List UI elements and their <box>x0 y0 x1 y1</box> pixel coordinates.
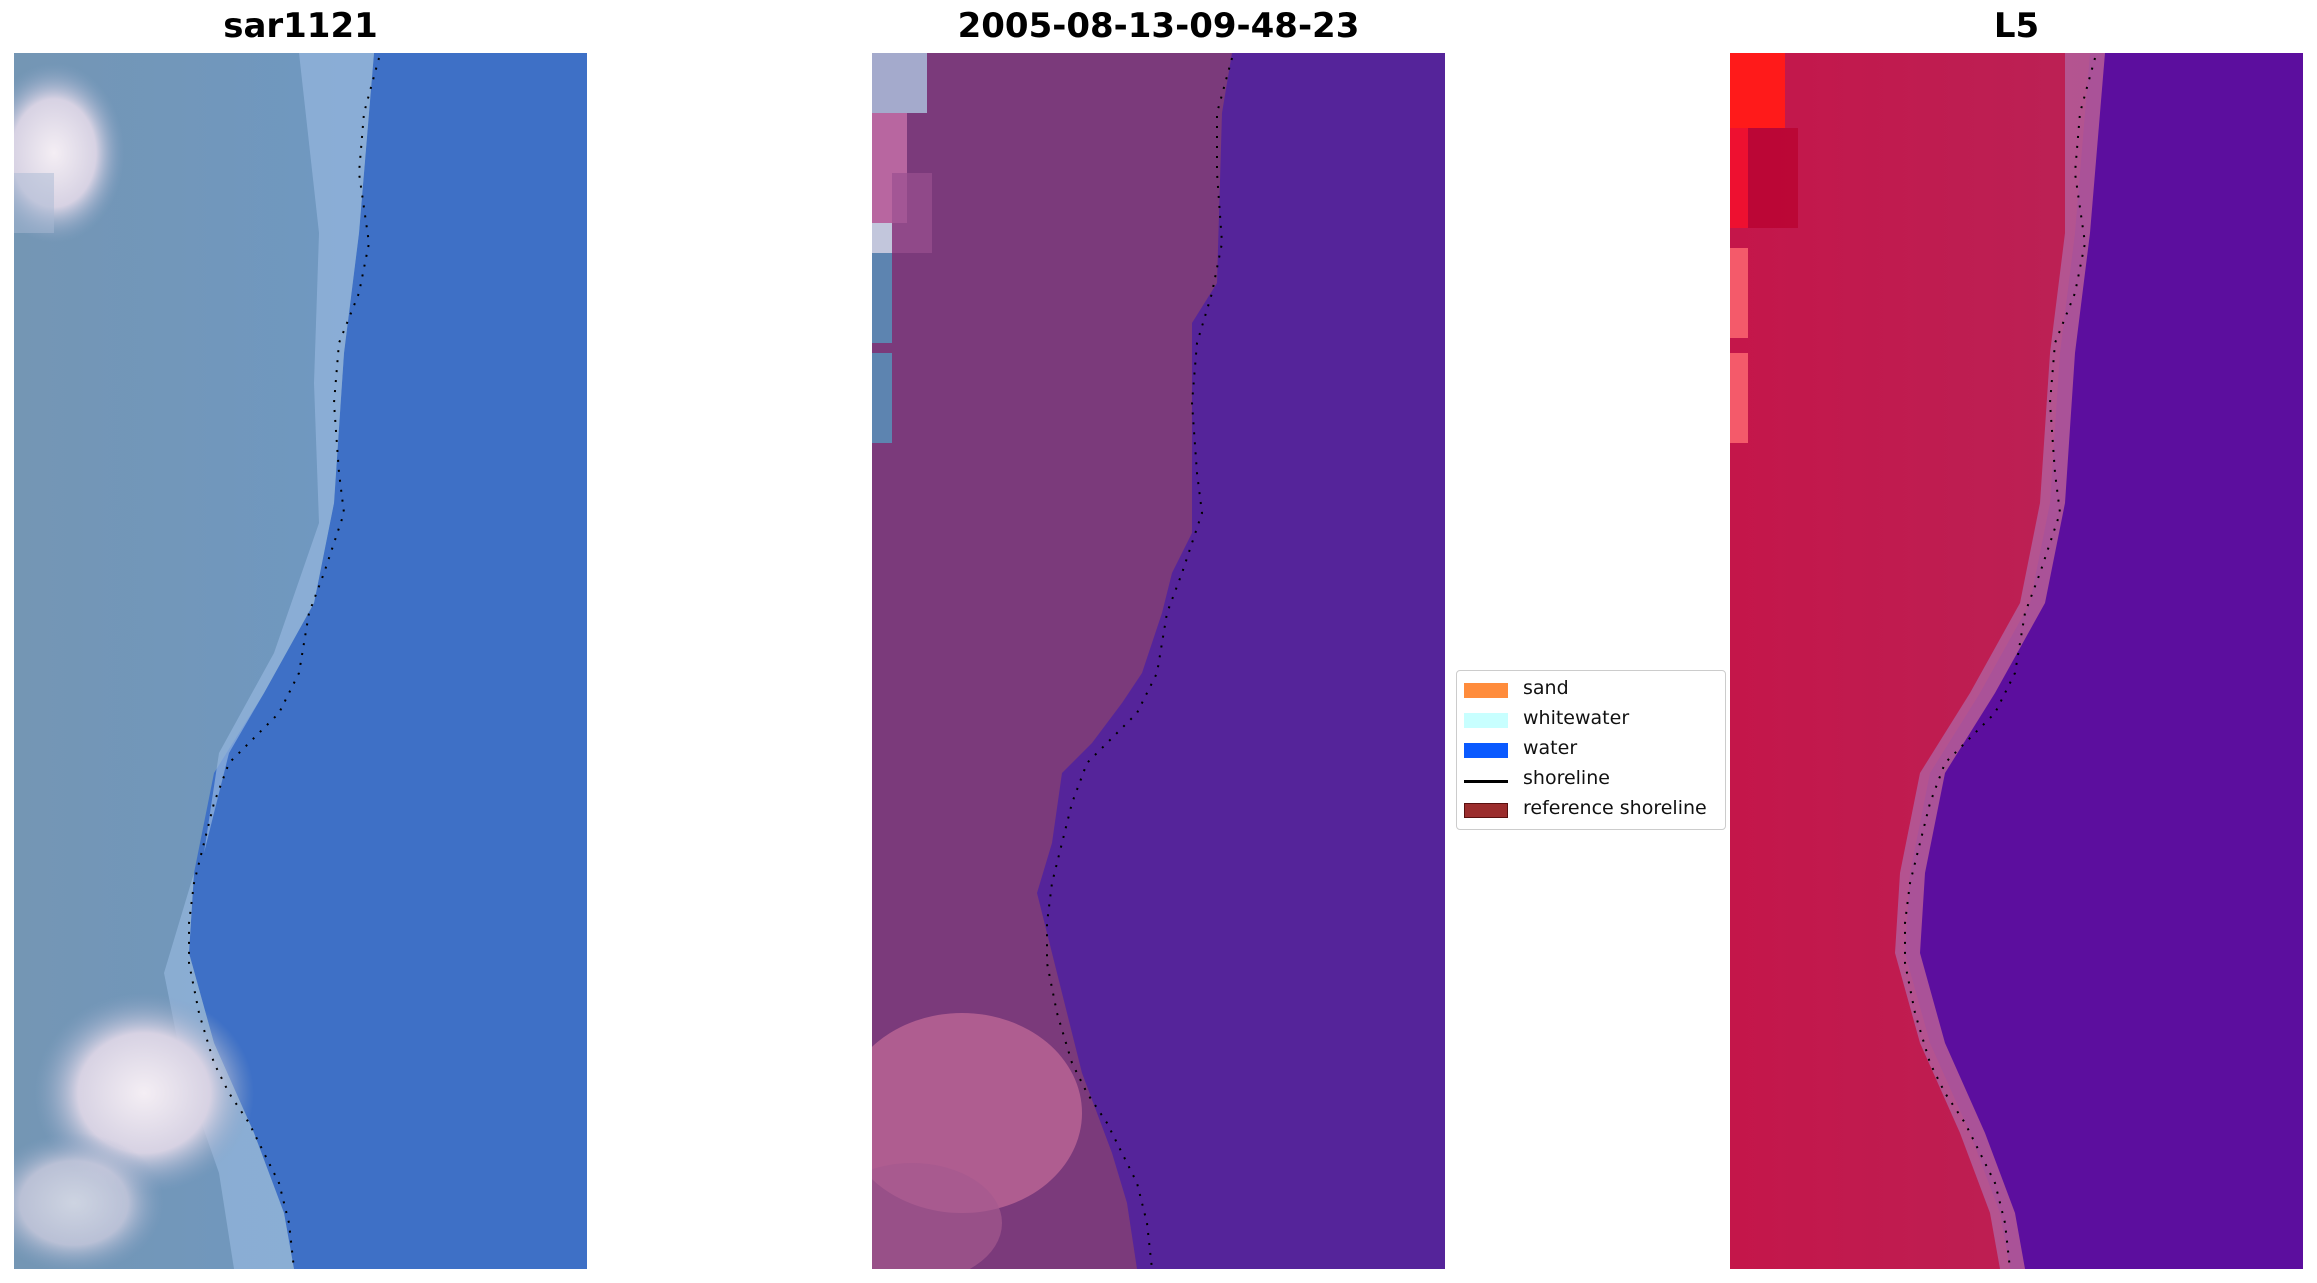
panel-title-rgb: sar1121 <box>223 6 378 46</box>
legend-item-sand: sand <box>1457 673 1725 703</box>
panel-title-classified: 2005-08-13-09-48-23 <box>957 6 1360 46</box>
water-swatch <box>1464 743 1508 758</box>
shoreline-line <box>1904 57 2096 1269</box>
legend-item-shoreline: shoreline <box>1457 763 1725 793</box>
whitewater-swatch <box>1464 713 1508 728</box>
index-image <box>1730 53 2303 1269</box>
legend-label: whitewater <box>1523 707 1630 729</box>
legend-label: reference shoreline <box>1523 797 1707 819</box>
legend-label: sand <box>1523 677 1569 699</box>
legend-item-reference-shoreline: reference shoreline <box>1457 793 1725 823</box>
panel-title-index: L5 <box>1993 6 2040 46</box>
legend-label: shoreline <box>1523 767 1610 789</box>
legend-item-whitewater: whitewater <box>1457 703 1725 733</box>
sand-swatch <box>1464 683 1508 698</box>
index-image-panel <box>1730 53 2303 1269</box>
shoreline-line <box>188 57 380 1269</box>
rgb-image <box>14 53 587 1269</box>
reference-shoreline-swatch <box>1464 803 1508 818</box>
legend: sand whitewater water shoreline referenc… <box>1456 670 1726 830</box>
legend-item-water: water <box>1457 733 1725 763</box>
shoreline-swatch <box>1464 780 1508 783</box>
classified-image <box>872 53 1445 1269</box>
legend-label: water <box>1523 737 1578 759</box>
rgb-image-panel <box>14 53 587 1269</box>
classified-image-panel <box>872 53 1445 1269</box>
